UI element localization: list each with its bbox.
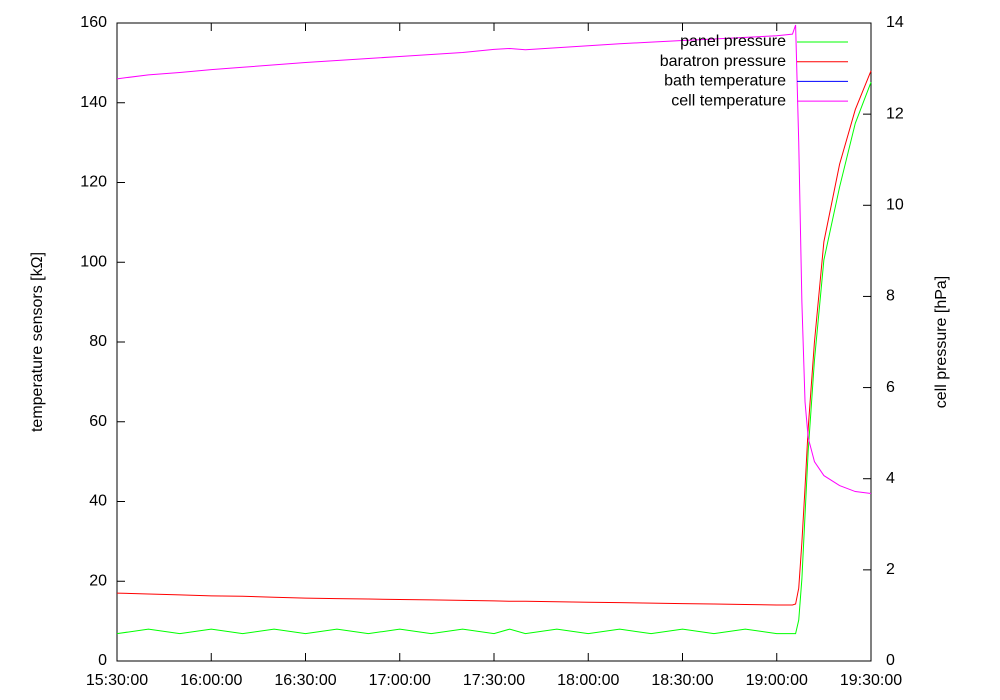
series-line xyxy=(116,24,872,495)
y-tick-label: 40 xyxy=(89,493,107,510)
y-tick-label: 0 xyxy=(98,652,107,669)
y-tick-label: 120 xyxy=(80,174,107,191)
series-line xyxy=(116,82,872,635)
legend-label: baratron pressure xyxy=(660,53,786,70)
y-tick-label: 100 xyxy=(80,253,107,270)
legend-label: panel pressure xyxy=(680,33,786,50)
y-tick-label: 160 xyxy=(80,14,107,31)
y2-tick-label: 12 xyxy=(886,105,904,122)
y2-tick-label: 2 xyxy=(886,561,895,578)
y2-tick-label: 4 xyxy=(886,470,895,487)
x-tick-label: 15:30:00 xyxy=(86,672,148,689)
x-tick-label: 17:00:00 xyxy=(369,672,431,689)
plot-frame xyxy=(116,22,872,662)
x-tick-label: 16:00:00 xyxy=(180,672,242,689)
x-tick-label: 19:30:00 xyxy=(840,672,902,689)
y2-tick-label: 14 xyxy=(886,14,904,31)
legend-label: bath temperature xyxy=(664,73,786,90)
x-tick-label: 18:00:00 xyxy=(557,672,619,689)
x-tick-label: 19:00:00 xyxy=(746,672,808,689)
x-tick-label: 18:30:00 xyxy=(651,672,713,689)
y2-tick-label: 0 xyxy=(886,652,895,669)
y2-axis-label: cell pressure [hPa] xyxy=(933,276,950,409)
y-tick-label: 20 xyxy=(89,572,107,589)
y2-tick-label: 10 xyxy=(886,197,904,214)
y2-tick-label: 8 xyxy=(886,288,895,305)
y2-tick-label: 6 xyxy=(886,379,895,396)
y-axis-label: temperature sensors [kΩ] xyxy=(29,252,46,432)
x-tick-label: 17:30:00 xyxy=(463,672,525,689)
x-tick-label: 16:30:00 xyxy=(274,672,336,689)
y-tick-label: 80 xyxy=(89,333,107,350)
y-tick-label: 60 xyxy=(89,413,107,430)
y-tick-label: 140 xyxy=(80,94,107,111)
legend-label: cell temperature xyxy=(671,92,786,109)
series-line xyxy=(116,70,872,606)
